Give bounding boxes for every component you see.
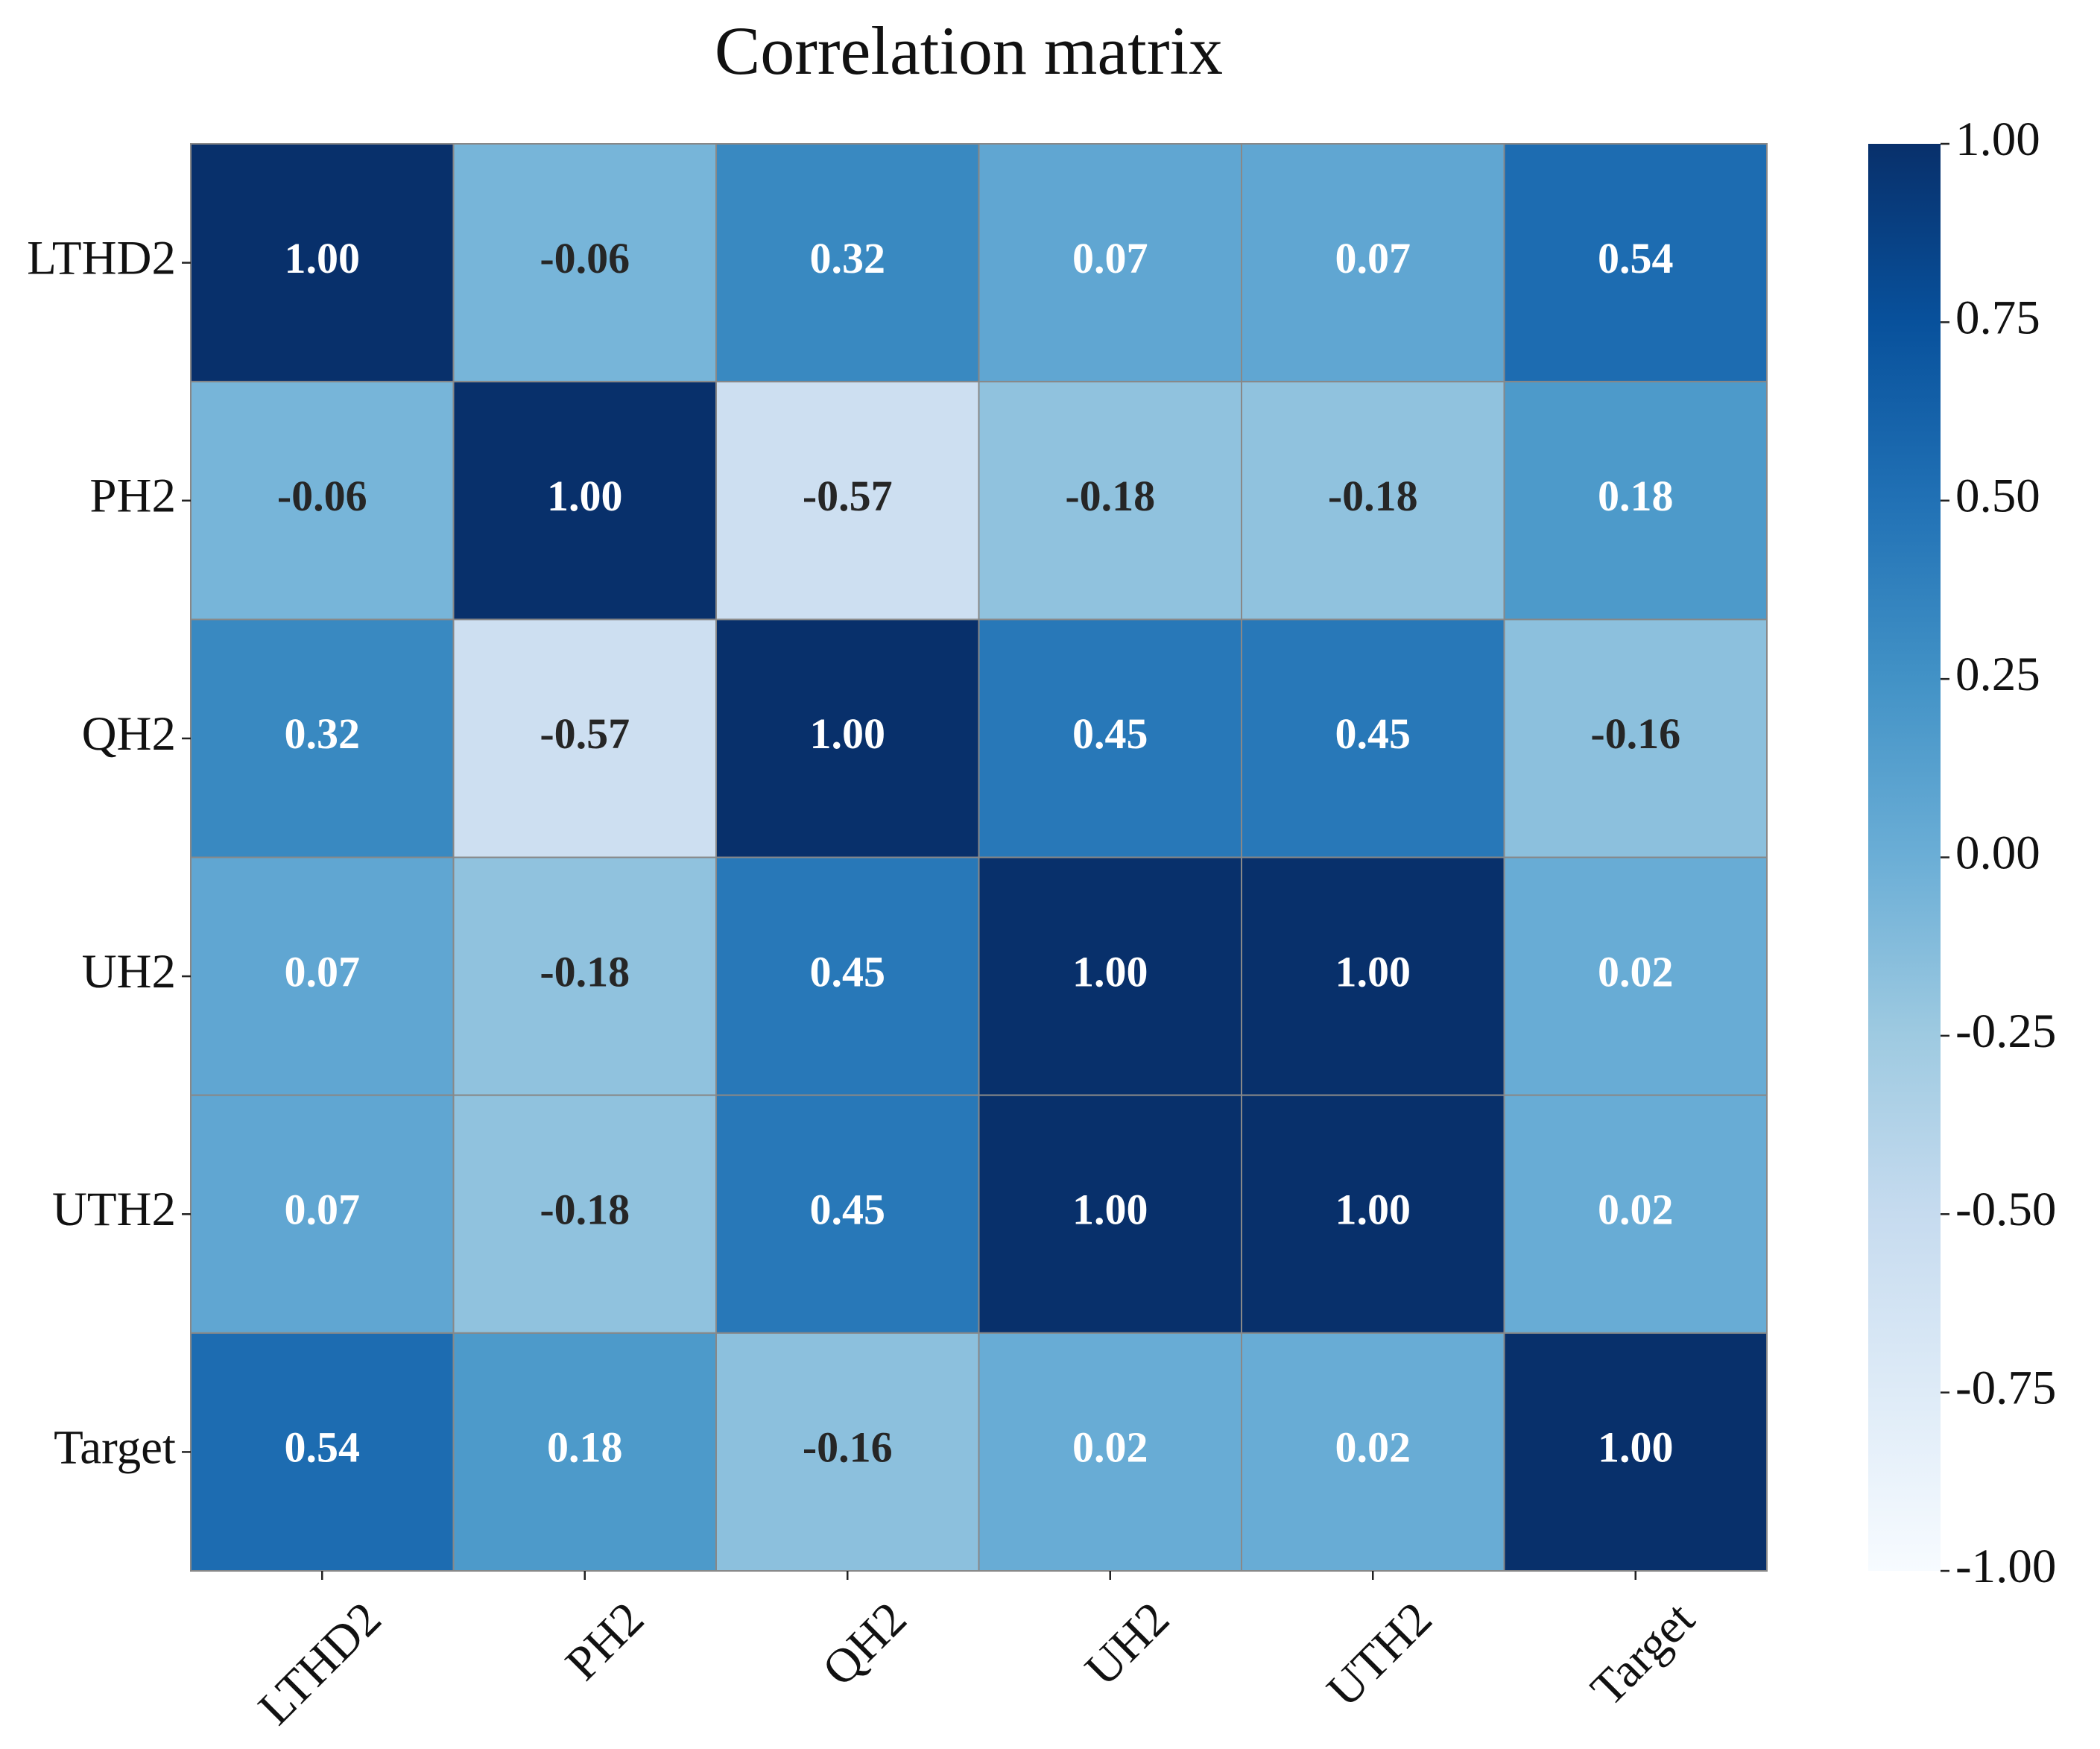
colorbar-tick-label: -0.75 — [1955, 1361, 2056, 1415]
cell-label: -0.57 — [803, 472, 893, 520]
x-tick-label: UTH2 — [1317, 1592, 1442, 1717]
heatmap-cell — [715, 856, 980, 1096]
cell-label: 0.45 — [1335, 709, 1411, 758]
heatmap-cell — [978, 1094, 1242, 1334]
colorbar — [1868, 144, 1941, 1571]
y-tick-label: LTHD2 — [27, 232, 176, 285]
heatmap-cell — [190, 381, 455, 621]
x-tick-label: PH2 — [555, 1592, 654, 1691]
y-tick-label: UH2 — [82, 945, 176, 999]
cell-label: 0.07 — [285, 947, 361, 996]
y-tick-label: UTH2 — [52, 1183, 176, 1236]
cell-label: 0.45 — [1072, 709, 1148, 758]
cell-label: -0.18 — [1065, 472, 1155, 520]
heatmap-cell — [1503, 619, 1768, 858]
heatmap-cell — [452, 856, 717, 1096]
x-tick-label: UH2 — [1075, 1592, 1180, 1696]
cell-label: 0.18 — [547, 1423, 623, 1472]
heatmap-cell — [190, 856, 455, 1096]
cell-label: 1.00 — [1072, 947, 1148, 996]
heatmap-cell — [978, 619, 1242, 858]
colorbar-tick-label: 1.00 — [1955, 113, 2040, 166]
heatmap-cell — [1241, 1094, 1505, 1334]
heatmap-cell — [978, 143, 1242, 383]
heatmap-cell — [1503, 381, 1768, 621]
cell-label: 1.00 — [547, 472, 623, 520]
heatmap-cell — [190, 1332, 455, 1572]
cell-label: -0.18 — [540, 1186, 630, 1234]
cell-label: 1.00 — [1598, 1423, 1674, 1472]
cell-label: 0.54 — [1598, 234, 1674, 282]
cell-label: 0.07 — [285, 1186, 361, 1234]
heatmap-cell — [1503, 1332, 1768, 1572]
heatmap-cell — [978, 381, 1242, 621]
y-tick-label: Target — [54, 1420, 176, 1474]
cell-label: -0.06 — [277, 472, 367, 520]
cell-label: 0.02 — [1072, 1423, 1148, 1472]
x-tick-label: Target — [1581, 1592, 1705, 1716]
cell-label: 0.45 — [810, 947, 886, 996]
cell-label: 0.45 — [810, 1186, 886, 1234]
heatmap-cell — [715, 143, 980, 383]
y-tick-label: PH2 — [89, 469, 176, 523]
cell-label: 0.32 — [810, 234, 886, 282]
heatmap-cell — [452, 143, 717, 383]
colorbar-tick-label: 0.00 — [1955, 826, 2040, 879]
chart-title: Correlation matrix — [715, 13, 1223, 89]
colorbar-tick-label: -0.25 — [1955, 1005, 2056, 1058]
x-tick-label: LTHD2 — [248, 1592, 391, 1735]
colorbar-tick-label: 0.25 — [1955, 648, 2040, 701]
heatmap-cell — [1241, 143, 1505, 383]
colorbar-tick-label: -1.00 — [1955, 1540, 2056, 1593]
cell-label: -0.16 — [1590, 709, 1680, 758]
cell-label: -0.16 — [803, 1423, 893, 1472]
cell-label: -0.57 — [540, 709, 630, 758]
cell-label: 1.00 — [810, 709, 886, 758]
cell-label: 0.18 — [1598, 472, 1674, 520]
heatmap-cell — [1241, 1332, 1505, 1572]
cell-label: -0.18 — [1328, 472, 1418, 520]
heatmap-cell — [978, 1332, 1242, 1572]
heatmap-cell — [1503, 143, 1768, 383]
heatmap-cell — [715, 1094, 980, 1334]
heatmap-cell — [715, 619, 980, 858]
heatmap-cell — [1503, 856, 1768, 1096]
heatmap-cell — [1241, 619, 1505, 858]
colorbar-tick-label: 0.50 — [1955, 469, 2040, 523]
cell-label: 0.54 — [285, 1423, 361, 1472]
colorbar-tick-label: 0.75 — [1955, 291, 2040, 344]
heatmap-cell — [190, 1094, 455, 1334]
cell-label: 0.32 — [285, 709, 361, 758]
colorbar-tick-label: -0.50 — [1955, 1183, 2056, 1236]
cell-label: 0.07 — [1335, 234, 1411, 282]
heatmap-cell — [452, 381, 717, 621]
cell-label: 1.00 — [1335, 1186, 1411, 1234]
cell-label: 0.07 — [1072, 234, 1148, 282]
heatmap-cell — [452, 1094, 717, 1334]
heatmap-cell — [190, 619, 455, 858]
cell-label: 0.02 — [1598, 1186, 1674, 1234]
heatmap-cell — [1241, 856, 1505, 1096]
cell-label: 0.02 — [1335, 1423, 1411, 1472]
cell-label: -0.06 — [540, 234, 630, 282]
y-tick-label: QH2 — [82, 707, 176, 761]
cell-label: 0.02 — [1598, 947, 1674, 996]
x-tick-label: QH2 — [812, 1592, 917, 1696]
cell-label: 1.00 — [1072, 1186, 1148, 1234]
cell-label: 1.00 — [1335, 947, 1411, 996]
heatmap-cell — [1503, 1094, 1768, 1334]
cell-label: 1.00 — [285, 234, 361, 282]
heatmap-cell — [452, 619, 717, 858]
cell-label: -0.18 — [540, 947, 630, 996]
heatmap-cell — [190, 143, 455, 383]
heatmap-cell — [978, 856, 1242, 1096]
